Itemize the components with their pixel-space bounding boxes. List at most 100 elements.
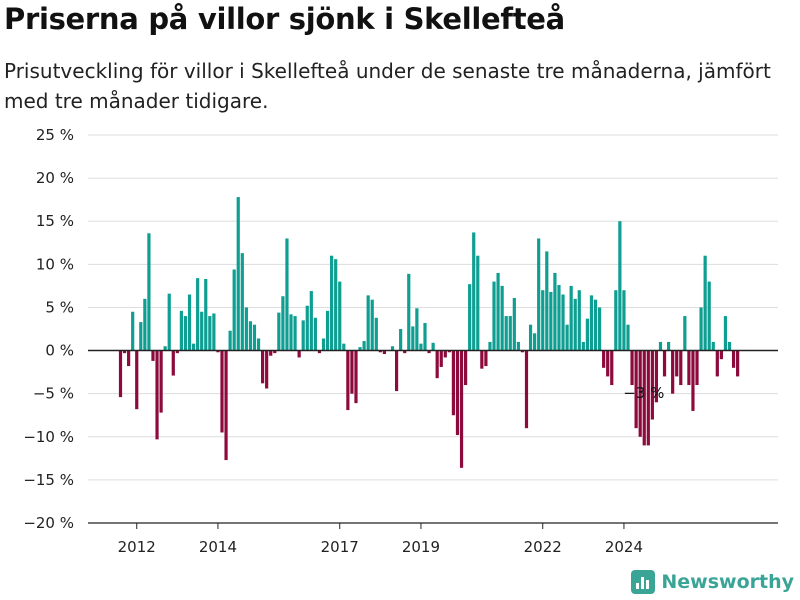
bar <box>549 291 553 351</box>
bar <box>516 341 520 351</box>
bar <box>496 272 500 351</box>
y-tick-label: −10 % <box>23 428 74 446</box>
bar <box>537 238 541 351</box>
bar <box>281 296 285 351</box>
bar <box>325 310 330 351</box>
bar <box>504 316 508 351</box>
bar <box>200 311 204 351</box>
x-tick-label: 2024 <box>605 538 643 556</box>
bar <box>204 278 208 351</box>
bar <box>378 350 382 353</box>
bar <box>265 350 269 389</box>
bar <box>248 321 253 351</box>
bar <box>370 299 374 351</box>
bar <box>127 350 131 367</box>
bar <box>236 197 240 351</box>
bar <box>553 272 557 351</box>
bar <box>139 322 143 351</box>
bar <box>317 350 322 354</box>
bar <box>642 350 646 446</box>
bar <box>541 290 545 351</box>
bar <box>285 238 289 351</box>
bar <box>439 350 443 367</box>
y-tick-label: −5 % <box>33 385 74 403</box>
bar <box>232 269 236 351</box>
x-tick-label: 2017 <box>321 538 359 556</box>
bar <box>224 350 228 461</box>
bar <box>577 290 581 351</box>
y-tick-label: 0 % <box>45 342 74 360</box>
bar <box>415 308 419 351</box>
bar <box>727 341 732 351</box>
bar <box>183 316 188 351</box>
bar <box>667 341 671 351</box>
bar <box>715 350 719 377</box>
bar <box>451 350 456 416</box>
bar <box>407 273 411 351</box>
x-tick-label: 2012 <box>118 538 156 556</box>
bar <box>269 350 273 356</box>
bar <box>581 341 585 351</box>
x-tick-label: 2019 <box>402 538 440 556</box>
bar <box>455 350 460 436</box>
bar <box>411 326 415 351</box>
bar <box>208 316 212 351</box>
bar <box>179 310 183 351</box>
bar <box>309 291 313 351</box>
bar <box>334 259 338 351</box>
bar <box>261 350 265 384</box>
bar <box>118 350 123 398</box>
y-tick-label: 5 % <box>45 298 74 316</box>
y-tick-label: 20 % <box>36 169 74 187</box>
bar <box>520 350 525 353</box>
bar <box>459 350 464 468</box>
bar <box>346 350 350 411</box>
bar <box>464 350 468 386</box>
bar <box>480 350 484 369</box>
bar <box>545 251 549 351</box>
bar <box>191 343 196 351</box>
bar <box>342 343 346 351</box>
bar <box>476 255 480 351</box>
bar <box>723 316 728 351</box>
bar <box>679 350 683 386</box>
bar <box>301 320 305 351</box>
bar <box>427 350 431 354</box>
bar <box>163 346 167 351</box>
bar <box>508 316 512 351</box>
bar <box>622 290 626 351</box>
y-tick-label: 25 % <box>36 126 74 144</box>
bar <box>606 350 610 377</box>
bar <box>273 350 277 354</box>
bar <box>175 350 179 354</box>
bar <box>699 307 703 351</box>
bar <box>626 324 630 351</box>
y-tick-label: 10 % <box>36 255 74 273</box>
bar <box>472 232 476 351</box>
bar <box>167 293 171 351</box>
bar <box>731 350 736 368</box>
bar <box>646 350 650 446</box>
bar <box>244 307 248 351</box>
bar <box>638 350 642 437</box>
bar <box>350 350 354 394</box>
bar <box>362 341 366 351</box>
bar <box>654 350 659 403</box>
bar <box>358 347 362 351</box>
y-tick-label: −15 % <box>23 471 74 489</box>
bar <box>277 312 281 351</box>
bar <box>240 253 244 351</box>
bar <box>468 284 472 351</box>
bar <box>256 338 261 351</box>
bar <box>293 316 297 351</box>
bar <box>634 350 638 429</box>
bar <box>687 350 691 386</box>
bar <box>650 350 654 420</box>
bar <box>143 298 147 351</box>
bar <box>492 281 496 351</box>
bar-chart-logo-icon <box>631 570 656 594</box>
bar <box>610 350 614 386</box>
bar <box>394 350 399 392</box>
bar <box>122 350 127 354</box>
bar <box>289 314 293 351</box>
